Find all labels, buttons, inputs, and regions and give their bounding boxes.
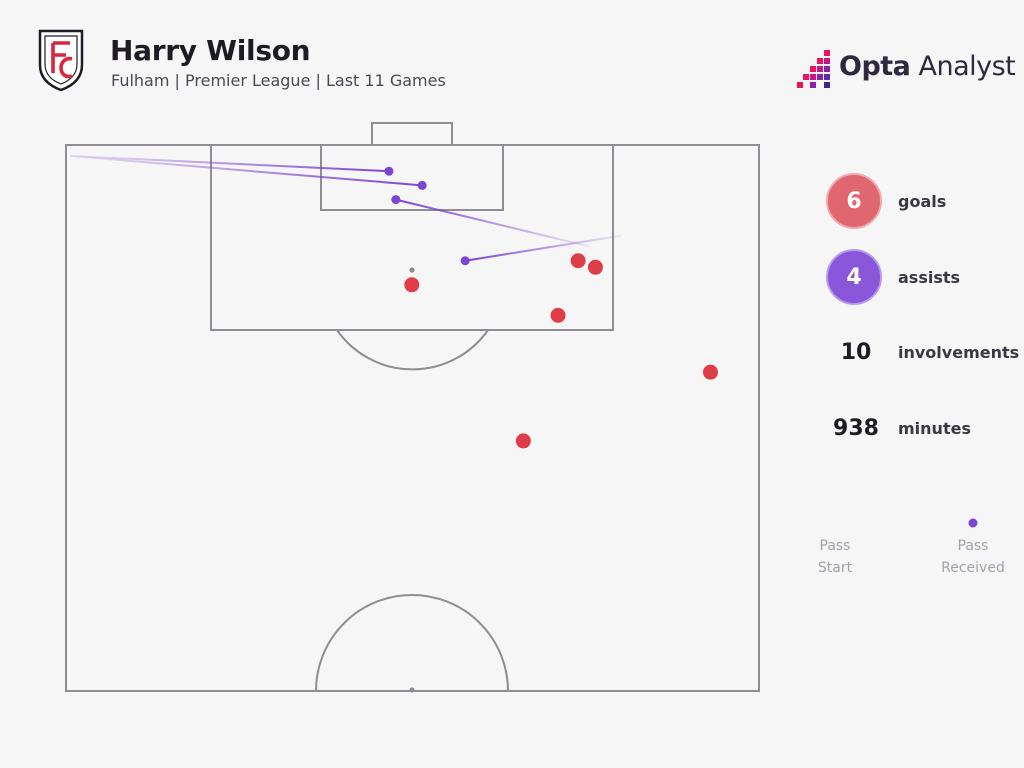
brand-name-light: Analyst <box>910 51 1016 82</box>
six-yard-box <box>320 144 504 211</box>
legend-pass-start: Pass Start <box>795 535 875 579</box>
goal-shot-point <box>550 307 566 323</box>
assists-stat: 4 assists <box>826 249 1016 305</box>
involvements-stat: 10 involvements <box>826 324 1020 380</box>
brand-name-bold: Opta <box>839 51 911 82</box>
goals-count-badge: 6 <box>826 173 882 229</box>
legend-pass-received-line1: Pass <box>957 538 989 554</box>
assist-pass-received-dot <box>384 166 394 176</box>
involvements-label: involvements <box>898 342 1020 362</box>
goal-shot-point <box>570 253 586 269</box>
assist-passes <box>70 154 622 266</box>
legend-pass-received: Pass Received <box>933 535 1013 579</box>
goal-shot-point <box>515 433 531 449</box>
assist-pass-received-dot <box>460 256 470 266</box>
assists-count-badge: 4 <box>826 249 882 305</box>
goal-shot-point <box>702 364 718 380</box>
centre-circle-arc <box>315 594 509 692</box>
legend-pass-received-dot <box>968 518 978 528</box>
centre-spot <box>409 687 415 693</box>
goal-shot-point <box>404 277 420 293</box>
goal-frame <box>371 122 453 146</box>
assist-pass-received-dot <box>391 195 401 205</box>
assist-pass-line <box>70 154 423 187</box>
pass-legend-graphic <box>835 518 978 528</box>
assist-pass-line <box>395 198 591 248</box>
minutes-label: minutes <box>898 418 971 438</box>
opta-analyst-logo: Opta Analyst <box>797 48 1016 90</box>
legend-pass-start-line2: Start <box>817 560 853 576</box>
legend-pass-received-line2: Received <box>941 560 1005 576</box>
pass-legend: Pass Start Pass Received <box>800 505 1010 585</box>
goals-stat: 6 goals <box>826 173 1016 229</box>
assist-pass-received-dot <box>417 180 427 190</box>
half-pitch-outline <box>65 144 760 692</box>
goals-label: goals <box>898 191 947 211</box>
assist-pass-line <box>70 154 389 173</box>
goal-shots <box>404 253 718 449</box>
player-name: Harry Wilson <box>110 34 311 67</box>
minutes-stat: 938 minutes <box>826 400 1016 456</box>
chart-subtitle: Fulham | Premier League | Last 11 Games <box>111 71 446 90</box>
legend-pass-start-line1: Pass <box>819 538 851 554</box>
penalty-spot <box>409 267 415 273</box>
penalty-arc <box>336 329 489 371</box>
assist-pass-line <box>465 234 622 262</box>
opta-logo-icon <box>797 50 830 88</box>
assists-label: assists <box>898 267 961 287</box>
involvements-count: 10 <box>840 339 872 365</box>
goal-shot-point <box>587 259 603 275</box>
fulham-crest-icon <box>38 29 84 91</box>
minutes-count: 938 <box>833 415 879 441</box>
pitch-markings <box>65 122 760 692</box>
